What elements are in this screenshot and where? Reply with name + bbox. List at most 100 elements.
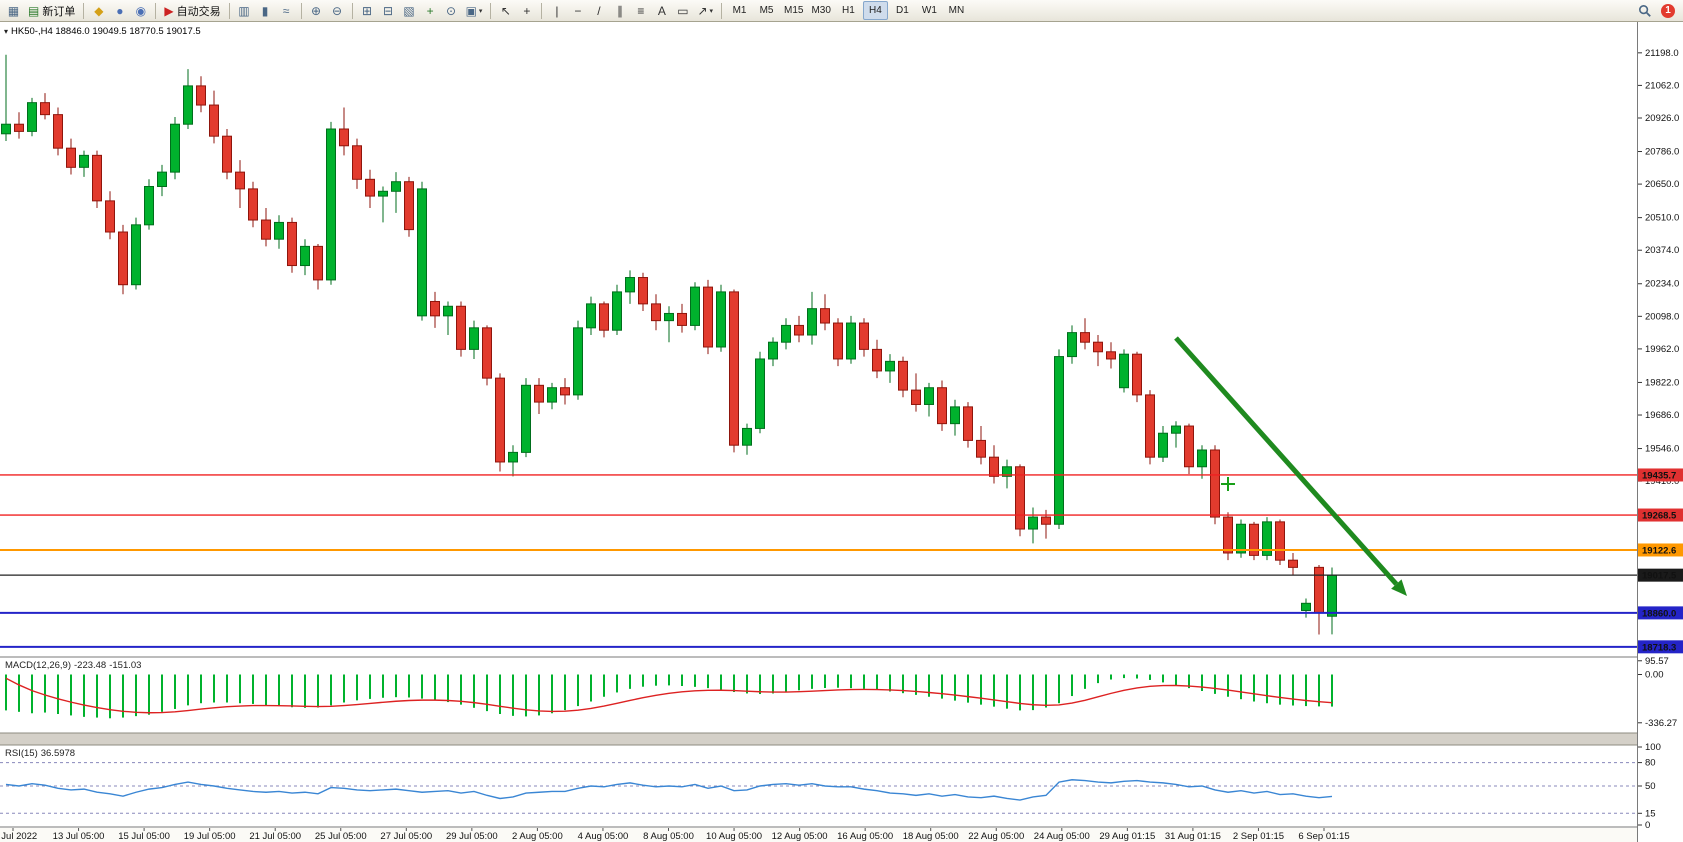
- autotrade-button-label: 自动交易: [176, 5, 221, 18]
- panel-splitter[interactable]: [0, 733, 1683, 745]
- svg-text:19268.5: 19268.5: [1642, 511, 1677, 522]
- svg-text:19410.0: 19410.0: [1645, 476, 1679, 487]
- text-button[interactable]: A: [652, 1, 671, 20]
- svg-text:18 Aug 05:00: 18 Aug 05:00: [903, 831, 959, 842]
- timeframe-button-h4[interactable]: H4: [862, 1, 888, 20]
- cursor-icon: ↖: [500, 3, 511, 18]
- svg-text:10 Aug 05:00: 10 Aug 05:00: [706, 831, 762, 842]
- timeframe-button-h1[interactable]: H1: [842, 5, 855, 16]
- bar-chart-button[interactable]: ▥: [235, 1, 254, 20]
- expert-advisors-button[interactable]: ◆: [89, 1, 108, 20]
- svg-text:2 Sep 01:15: 2 Sep 01:15: [1233, 831, 1284, 842]
- rsi-line: [5, 779, 1333, 801]
- cascade-windows-button[interactable]: ⊟: [379, 1, 398, 20]
- horizontal-line-button[interactable]: −: [568, 1, 587, 20]
- autotrade-icon: ▶: [164, 3, 174, 18]
- crosshair-icon: +: [523, 3, 531, 18]
- svg-text:20926.0: 20926.0: [1645, 113, 1679, 124]
- svg-text:4 Aug 05:00: 4 Aug 05:00: [578, 831, 629, 842]
- trend-arrow-head[interactable]: [1391, 579, 1407, 596]
- svg-text:19435.7: 19435.7: [1642, 470, 1676, 481]
- macd-signal-line: [5, 677, 1333, 714]
- svg-text:19546.0: 19546.0: [1645, 444, 1679, 455]
- channel-button[interactable]: ∥: [610, 1, 629, 20]
- toolbar-separator: [300, 2, 302, 19]
- new-chart-icon: ▦: [7, 3, 20, 18]
- toolbar-separator: [83, 2, 85, 19]
- text-icon: A: [657, 3, 666, 18]
- svg-text:16 Aug 05:00: 16 Aug 05:00: [837, 831, 893, 842]
- price-tag-19435.7[interactable]: [1638, 468, 1683, 482]
- accounts-button[interactable]: ●: [110, 1, 129, 20]
- notification-badge[interactable]: 1: [1661, 3, 1675, 18]
- svg-text:100: 100: [1645, 742, 1661, 753]
- toolbar-separator: [351, 2, 353, 19]
- svg-text:2 Aug 05:00: 2 Aug 05:00: [512, 831, 563, 842]
- price-tag-19017.5[interactable]: [1638, 568, 1683, 582]
- main-toolbar: ▦ ▤ 新订单 ◆ ● ◉ ▶ 自动交易 ▥ ▮ ≈ ⊕ ⊖ ⊞ ⊟ ▧ + ⊙ ▣ ▾ ↖ + | − / ∥ ≡ A ▭ ↗ ▾ M1 M…: [0, 0, 1683, 22]
- svg-text:19962.0: 19962.0: [1645, 344, 1679, 355]
- new-order-button[interactable]: ▤ 新订单: [25, 1, 78, 20]
- add-indicator-button[interactable]: +: [421, 1, 440, 20]
- timeframe-button-m1[interactable]: M1: [732, 5, 747, 16]
- new-chart-button[interactable]: ▦: [4, 1, 23, 20]
- rsi-value: 36.5978: [40, 748, 76, 759]
- chart-canvas[interactable]: 21198.0 21062.0 20926.0 20786.0 20650.0 20510…: [0, 22, 1683, 842]
- shapes-button[interactable]: ↗ ▾: [694, 1, 716, 20]
- trend-arrow-annotation[interactable]: [1174, 336, 1399, 586]
- timeframe-button-m5[interactable]: M5: [759, 5, 774, 16]
- templates-button[interactable]: ▣ ▾: [463, 1, 486, 20]
- svg-text:20374.0: 20374.0: [1645, 245, 1679, 256]
- toolbar-groups: ▦ ▤ 新订单 ◆ ● ◉ ▶ 自动交易 ▥ ▮ ≈ ⊕ ⊖ ⊞ ⊟ ▧ + ⊙ ▣ ▾ ↖ + | − / ∥ ≡ A ▭ ↗ ▾: [3, 0, 717, 21]
- cursor-button[interactable]: ↖: [496, 1, 515, 20]
- price-axis[interactable]: [1638, 22, 1683, 842]
- price-tag-19268.5[interactable]: [1638, 508, 1683, 522]
- search-icon: [1638, 4, 1651, 17]
- price-tag-19122.6[interactable]: [1638, 543, 1683, 557]
- autotrade-button[interactable]: ▶ 自动交易: [161, 1, 223, 20]
- cascade-windows-icon: ⊟: [383, 3, 394, 18]
- svg-text:13 Jul 05:00: 13 Jul 05:00: [53, 831, 105, 842]
- timeframe-button-m30[interactable]: M30: [811, 5, 831, 16]
- macd-value-signal: -151.03: [109, 660, 142, 671]
- accounts-icon: ●: [116, 3, 124, 18]
- timeframe-button-mn[interactable]: MN: [948, 5, 965, 16]
- time-axis[interactable]: 11 Jul 2022 13 Jul 05:00 15 Jul 05:00 19 Ju…: [0, 828, 1637, 842]
- shapes-button-caret-icon: ▾: [709, 7, 714, 15]
- community-button[interactable]: ◉: [131, 1, 150, 20]
- vertical-line-button[interactable]: |: [547, 1, 566, 20]
- price-tag-18860.0[interactable]: [1638, 606, 1683, 620]
- fibonacci-button[interactable]: ≡: [631, 1, 650, 20]
- timeframe-button-d1[interactable]: D1: [896, 5, 909, 16]
- svg-text:0.00: 0.00: [1645, 670, 1664, 681]
- price-tag-18718.3[interactable]: [1638, 640, 1683, 654]
- toolbar-separator: [490, 2, 492, 19]
- chart-menu-icon[interactable]: ▾: [4, 27, 9, 36]
- new-order-icon: ▤: [28, 3, 40, 18]
- zoom-out-button[interactable]: ⊖: [328, 1, 347, 20]
- zoom-in-button[interactable]: ⊕: [307, 1, 326, 20]
- svg-text:-336.27: -336.27: [1645, 718, 1677, 729]
- candlestick-chart-button[interactable]: ▮: [256, 1, 275, 20]
- timeframe-button-m15[interactable]: M15: [784, 5, 804, 16]
- svg-text:95.57: 95.57: [1645, 656, 1669, 667]
- svg-text:29 Jul 05:00: 29 Jul 05:00: [446, 831, 498, 842]
- period-clock-button[interactable]: ⊙: [442, 1, 461, 20]
- arrange-windows-button[interactable]: ▧: [400, 1, 419, 20]
- toolbar-separator: [721, 2, 723, 19]
- text-label-button[interactable]: ▭: [673, 1, 692, 20]
- timeframe-button-w1[interactable]: W1: [921, 5, 937, 16]
- toolbar-right: 1: [1634, 1, 1680, 20]
- text-label-icon: ▭: [677, 3, 689, 18]
- tile-windows-button[interactable]: ⊞: [358, 1, 377, 20]
- crosshair-button[interactable]: +: [517, 1, 536, 20]
- shapes-icon: ↗: [697, 3, 708, 18]
- svg-text:27 Jul 05:00: 27 Jul 05:00: [380, 831, 432, 842]
- horizontal-line-icon: −: [574, 3, 582, 18]
- svg-text:12 Aug 05:00: 12 Aug 05:00: [772, 831, 828, 842]
- candlestick-chart-icon: ▮: [261, 3, 269, 18]
- search-button[interactable]: [1635, 1, 1655, 20]
- trendline-button[interactable]: /: [589, 1, 608, 20]
- line-chart-button[interactable]: ≈: [277, 1, 296, 20]
